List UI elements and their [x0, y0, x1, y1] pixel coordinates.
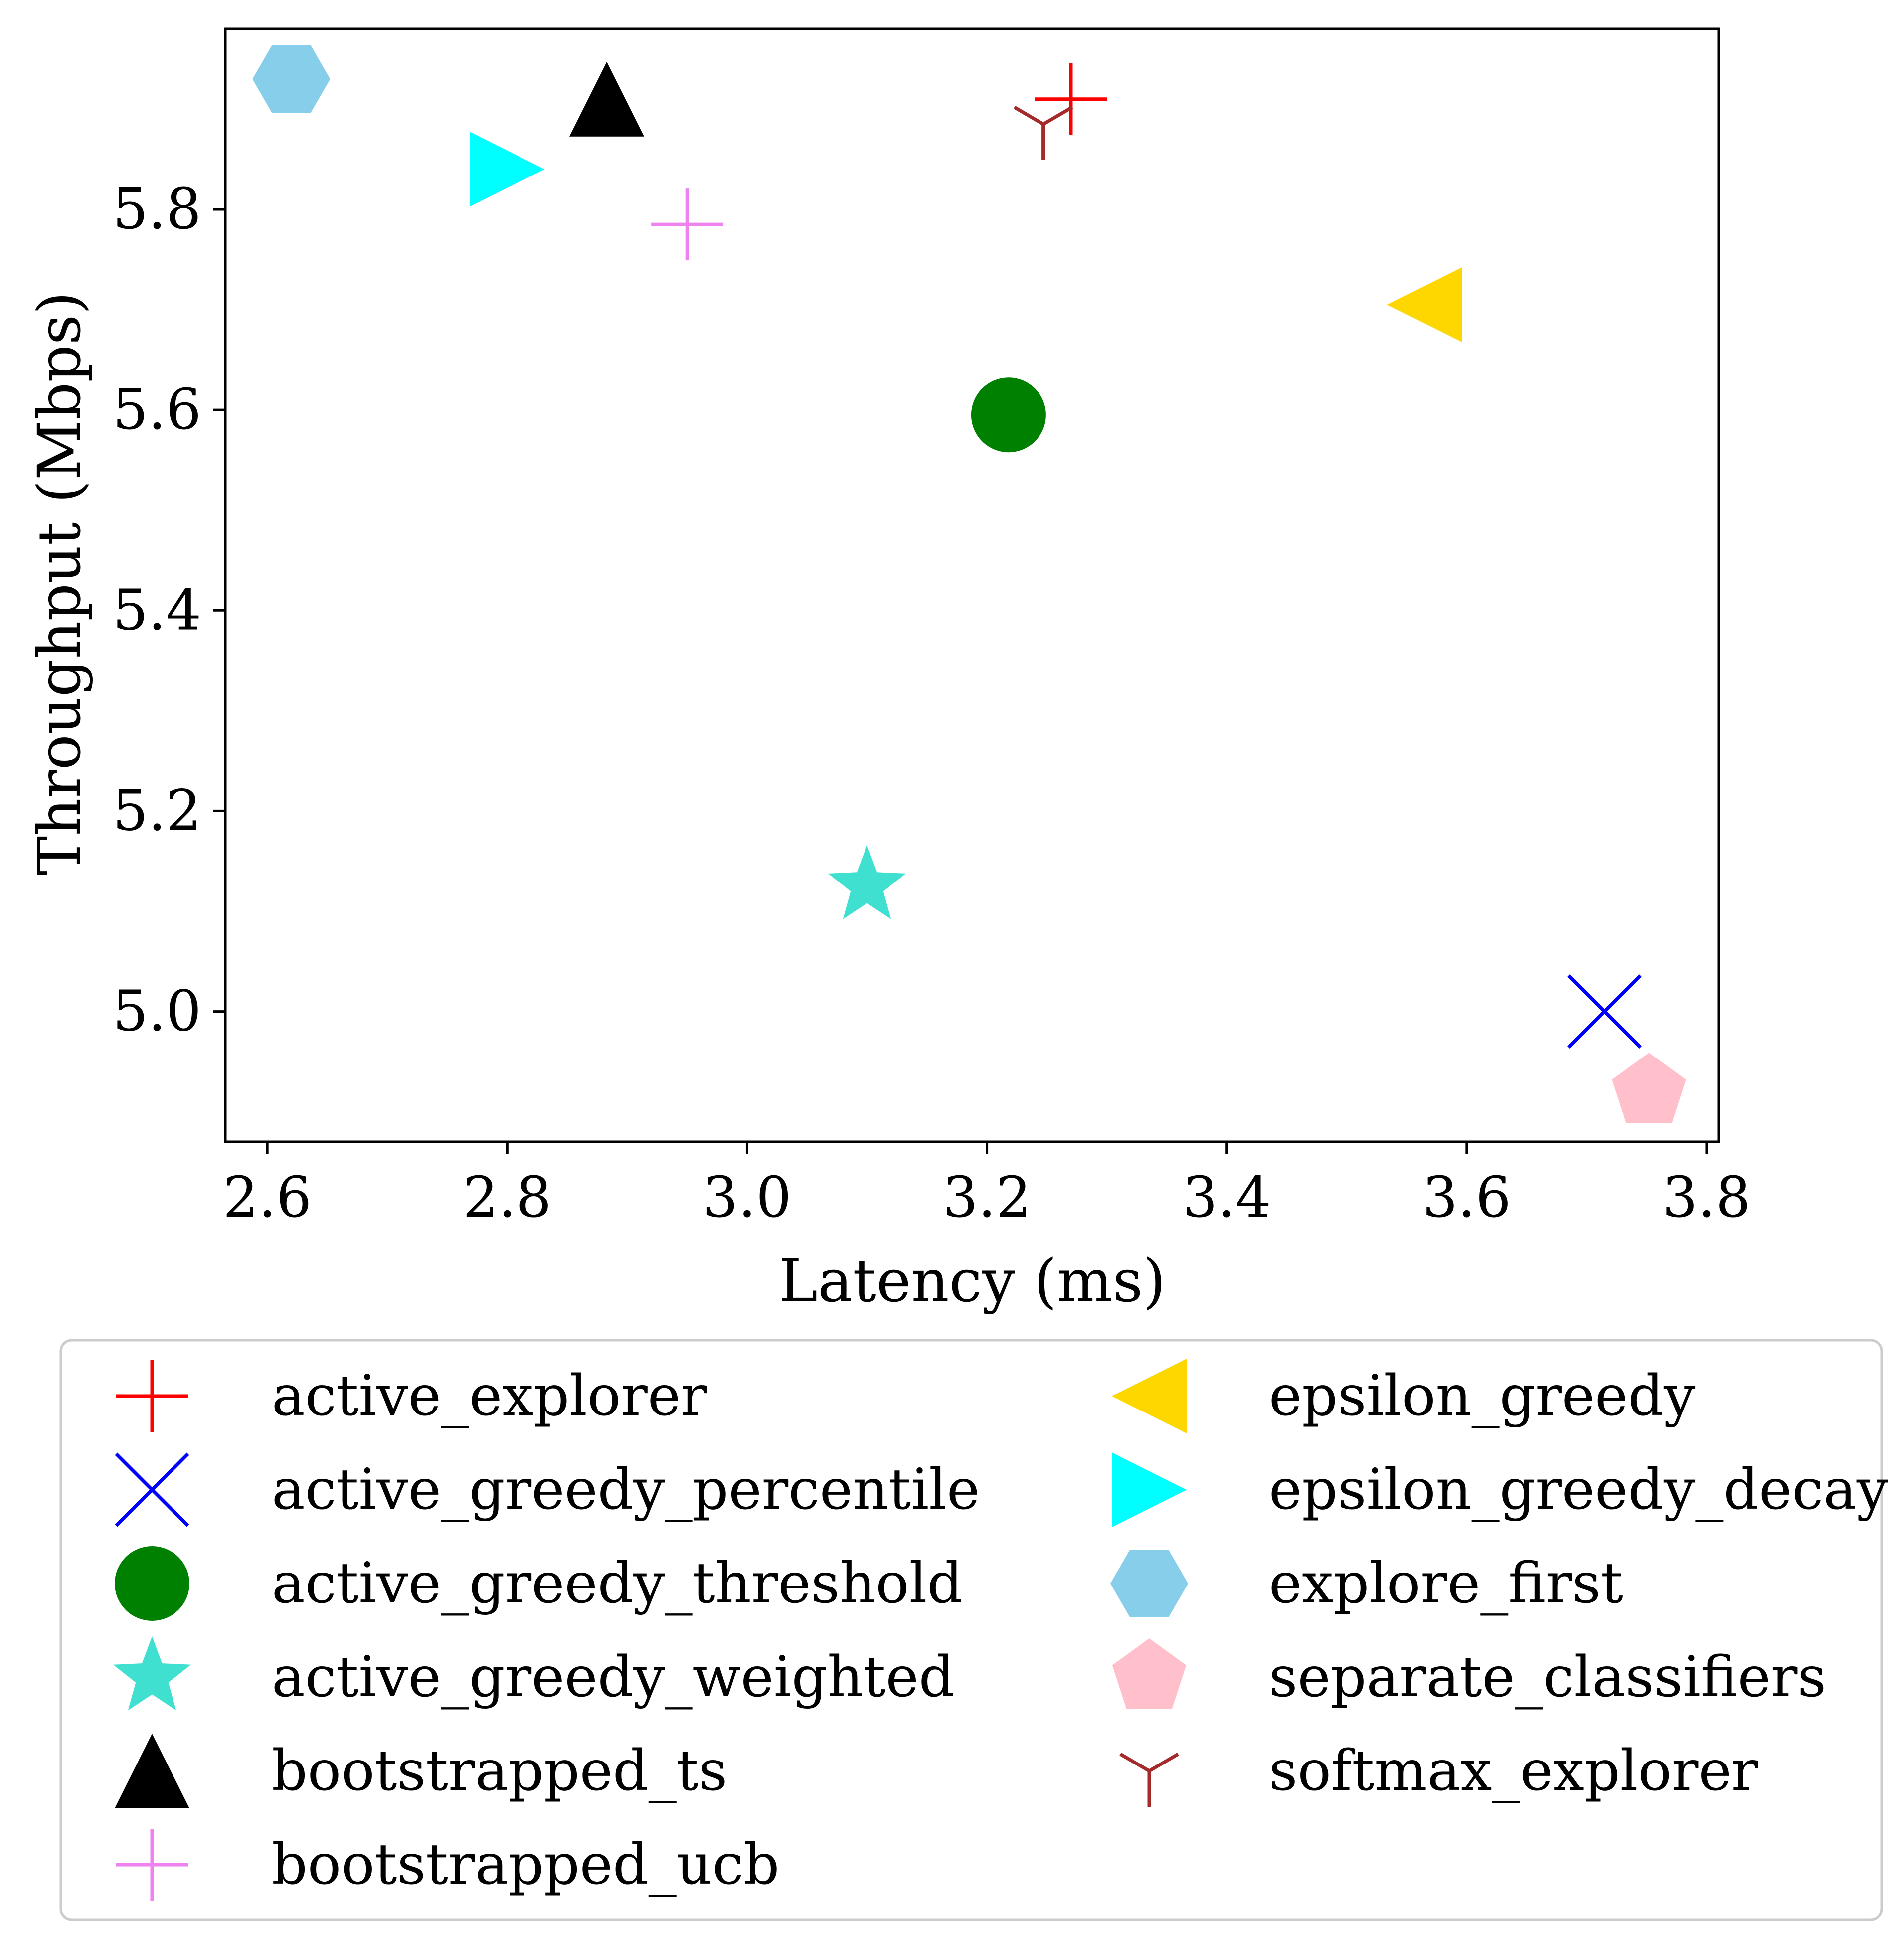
legend-marker	[1112, 1359, 1187, 1433]
legend-marker	[113, 1636, 191, 1711]
legend-label: active_explorer	[272, 1364, 707, 1428]
x-tick-label: 3.8	[1662, 1165, 1751, 1230]
x-axis: 2.6 2.8 3.0 3.2 3.4 3.6 3.8	[223, 1142, 1751, 1230]
legend-marker	[1119, 1752, 1179, 1807]
y-tick-label: 5.8	[113, 177, 201, 242]
legend-marker	[1112, 1452, 1187, 1527]
legend-item: bootstrapped_ucb	[116, 1829, 779, 1901]
data-point-active-explorer	[1035, 63, 1107, 135]
legend-label: separate_classifiers	[1269, 1645, 1826, 1710]
legend-item: active_greedy_weighted	[113, 1636, 954, 1711]
x-tick-label: 3.6	[1422, 1165, 1511, 1230]
legend-marker	[115, 1546, 189, 1621]
legend-item: softmax_explorer	[1119, 1739, 1758, 1807]
legend-marker	[1110, 1550, 1188, 1617]
data-point-bootstrapped-ts	[569, 61, 644, 137]
legend-label: active_greedy_percentile	[272, 1457, 980, 1522]
legend-item: separate_classifiers	[1112, 1638, 1826, 1710]
legend-label: explore_first	[1269, 1551, 1623, 1616]
x-tick-label: 3.4	[1183, 1165, 1271, 1230]
data-point-explore-first	[252, 45, 331, 113]
legend-marker	[115, 1734, 189, 1808]
legend-item: bootstrapped_ts	[115, 1734, 727, 1808]
data-point-separate-classifiers	[1612, 1053, 1686, 1123]
legend-item: active_greedy_threshold	[115, 1546, 963, 1621]
data-point-active-greedy-weighted	[828, 845, 906, 919]
x-axis-title: Latency (ms)	[779, 1246, 1166, 1315]
data-point-bootstrapped-ucb	[651, 188, 723, 261]
legend-label: epsilon_greedy	[1269, 1364, 1695, 1428]
x-tick-label: 3.0	[702, 1165, 791, 1230]
legend-marker	[116, 1829, 188, 1901]
y-tick-label: 5.6	[113, 377, 201, 442]
legend-marker	[1112, 1638, 1187, 1709]
data-point-epsilon-greedy-decay	[470, 132, 545, 207]
data-point-active-greedy-threshold	[971, 377, 1046, 453]
data-point-epsilon-greedy	[1387, 267, 1462, 342]
legend-marker	[115, 1452, 189, 1527]
x-tick-label: 2.8	[463, 1165, 551, 1230]
x-tick-label: 3.2	[943, 1165, 1032, 1230]
legend-marker	[116, 1360, 188, 1432]
data-points	[252, 45, 1686, 1123]
y-tick-label: 5.0	[113, 979, 201, 1044]
legend-item: active_greedy_percentile	[115, 1452, 980, 1527]
y-axis: 5.0 5.2 5.4 5.6 5.8	[113, 177, 225, 1044]
legend-item: epsilon_greedy_decay	[1112, 1452, 1888, 1527]
legend-box	[59, 1339, 1883, 1921]
data-point-active-greedy-percentile	[1567, 974, 1642, 1049]
legend-label: active_greedy_weighted	[272, 1645, 954, 1710]
y-axis-title: Throughput (Mbps)	[25, 292, 94, 876]
y-tick-label: 5.4	[113, 578, 201, 643]
legend-item: active_explorer	[116, 1360, 707, 1432]
x-tick-label: 2.6	[223, 1165, 312, 1230]
plot-area	[224, 27, 1720, 1143]
legend-label: bootstrapped_ts	[272, 1739, 727, 1803]
legend-label: active_greedy_threshold	[272, 1551, 963, 1616]
legend-item: explore_first	[1110, 1550, 1623, 1617]
legend-label: epsilon_greedy_decay	[1269, 1457, 1888, 1522]
legend-label: softmax_explorer	[1269, 1739, 1758, 1803]
y-tick-label: 5.2	[113, 778, 201, 843]
data-point-softmax-explorer	[1013, 105, 1073, 160]
legend-label: bootstrapped_ucb	[272, 1832, 779, 1897]
legend-item: epsilon_greedy	[1112, 1359, 1695, 1433]
legend: active_explorer active_greedy_percentilea…	[113, 1359, 1888, 1901]
